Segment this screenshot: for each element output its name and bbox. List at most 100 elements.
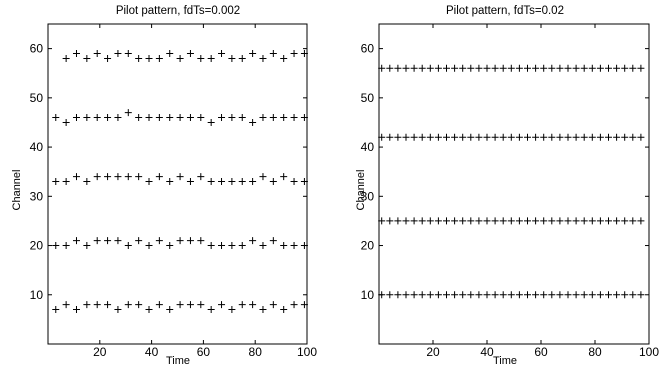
right-data-point-3 (605, 64, 612, 72)
right-data-point-2 (507, 133, 515, 141)
left-data-point-4 (176, 54, 184, 62)
right-data-point-0 (621, 291, 629, 299)
left-x-tick-label: 40 (145, 345, 159, 359)
right-data-point-3 (540, 64, 548, 72)
right-data-point-2 (580, 133, 588, 141)
left-data-point-1 (228, 242, 236, 250)
right-data-point-3 (532, 64, 540, 72)
left-data-point-0 (176, 301, 184, 309)
left-data-point-3 (186, 114, 194, 122)
right-data-point-0 (540, 291, 548, 299)
left-x-tick-label: 100 (297, 345, 317, 359)
left-y-axis-label: Channel (11, 170, 23, 211)
right-y-tick-label: 40 (361, 140, 375, 154)
left-data-point-4 (72, 50, 80, 58)
right-data-point-1 (532, 217, 540, 225)
left-data-point-2 (300, 178, 308, 186)
right-data-point-1 (378, 217, 386, 225)
left-data-point-2 (176, 173, 184, 181)
right-data-point-0 (507, 291, 515, 299)
right-data-point-3 (556, 64, 564, 72)
left-data-point-0 (83, 301, 91, 309)
right-data-point-2 (475, 133, 483, 141)
left-data-point-2 (52, 178, 60, 186)
left-data-point-4 (228, 54, 236, 62)
right-data-point-0 (605, 291, 612, 299)
left-data-point-1 (176, 237, 184, 245)
right-y-tick-label: 20 (361, 239, 375, 253)
left-data-point-3 (238, 114, 246, 122)
left-data-point-2 (186, 178, 194, 186)
right-data-point-2 (443, 133, 450, 141)
right-data-point-0 (443, 291, 450, 299)
right-y-tick-label: 50 (361, 91, 375, 105)
left-data-point-3 (300, 114, 308, 122)
left-data-point-2 (228, 178, 236, 186)
left-data-point-1 (238, 242, 246, 250)
right-data-point-2 (467, 133, 475, 141)
right-data-point-2 (556, 133, 564, 141)
left-data-point-3 (218, 114, 226, 122)
left-data-point-3 (114, 114, 122, 122)
right-data-point-1 (394, 217, 402, 225)
right-y-tick-label: 10 (361, 288, 375, 302)
left-data-point-3 (124, 109, 132, 117)
left-data-point-4 (280, 54, 288, 62)
left-data-point-4 (290, 50, 298, 58)
left-y-tick-label: 20 (30, 239, 44, 253)
right-data-point-1 (475, 217, 483, 225)
right-data-point-0 (548, 291, 556, 299)
right-x-tick-label: 60 (534, 345, 548, 359)
right-data-point-1 (515, 217, 523, 225)
left-data-point-3 (93, 114, 101, 122)
left-y-tick-label: 40 (30, 140, 44, 154)
left-data-point-4 (114, 50, 122, 58)
right-data-point-0 (402, 291, 410, 299)
right-data-point-3 (613, 64, 621, 72)
left-data-point-3 (83, 114, 91, 122)
right-data-point-3 (621, 64, 629, 72)
right-data-point-1 (596, 217, 604, 225)
left-data-point-0 (259, 306, 267, 314)
right-data-point-2 (515, 133, 523, 141)
left-data-point-0 (145, 306, 153, 314)
left-data-point-1 (114, 237, 122, 245)
left-data-point-1 (124, 242, 132, 250)
right-data-point-3 (418, 64, 426, 72)
right-data-point-3 (580, 64, 588, 72)
right-data-point-1 (459, 217, 467, 225)
left-data-point-0 (104, 301, 112, 309)
right-data-point-0 (394, 291, 402, 299)
left-data-point-3 (207, 118, 215, 126)
right-data-point-1 (548, 217, 556, 225)
right-plot-area: 20 40 60 80 100 10 20 30 40 50 60 (361, 23, 659, 359)
right-data-point-1 (605, 217, 612, 225)
right-data-point-1 (556, 217, 564, 225)
right-data-point-2 (386, 133, 394, 141)
left-data-point-1 (155, 237, 163, 245)
left-plot-frame (47, 23, 308, 345)
right-x-tick-label: 40 (480, 345, 494, 359)
right-data-point-2 (459, 133, 467, 141)
left-data-point-4 (259, 54, 267, 62)
left-data-point-2 (238, 178, 246, 186)
left-data-point-2 (155, 173, 163, 181)
left-data-point-1 (72, 237, 80, 245)
right-data-point-2 (548, 133, 556, 141)
left-data-point-0 (114, 306, 122, 314)
right-data-point-0 (499, 291, 507, 299)
left-data-point-2 (83, 178, 91, 186)
left-data-point-0 (218, 301, 226, 309)
right-data-point-0 (459, 291, 467, 299)
left-data-point-2 (104, 173, 112, 181)
left-x-tick-label: 20 (93, 345, 107, 359)
left-data-point-3 (145, 114, 153, 122)
right-data-point-2 (418, 133, 426, 141)
left-data-point-3 (72, 114, 80, 122)
right-data-point-0 (483, 291, 491, 299)
left-data-point-0 (124, 301, 132, 309)
right-data-point-1 (426, 217, 434, 225)
right-data-point-3 (564, 64, 572, 72)
right-data-point-2 (621, 133, 629, 141)
left-data-point-4 (83, 54, 91, 62)
